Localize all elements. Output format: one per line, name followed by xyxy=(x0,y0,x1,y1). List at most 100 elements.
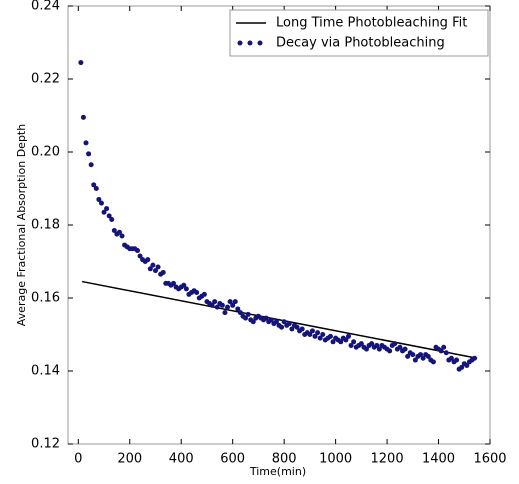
legend-label: Decay via Photobleaching xyxy=(276,36,445,51)
data-point xyxy=(194,290,200,296)
legend-dot xyxy=(237,40,243,46)
data-point xyxy=(430,359,436,365)
data-point xyxy=(351,339,357,345)
data-point xyxy=(369,341,375,347)
legend-box xyxy=(229,9,489,57)
data-point xyxy=(83,140,89,146)
data-point xyxy=(374,342,380,348)
y-tick-label: 0.24 xyxy=(31,0,60,14)
data-point xyxy=(459,364,465,370)
data-point xyxy=(93,186,99,191)
data-point xyxy=(363,346,369,352)
data-point xyxy=(237,310,243,316)
data-point xyxy=(212,299,218,305)
data-point xyxy=(299,326,305,332)
data-point xyxy=(152,268,158,274)
data-point xyxy=(109,217,115,223)
x-tick-label: 1600 xyxy=(473,452,506,467)
data-point xyxy=(345,333,351,339)
data-point xyxy=(147,266,153,272)
y-tick-label: 0.16 xyxy=(31,291,60,306)
data-point xyxy=(327,333,333,339)
data-point xyxy=(405,353,411,359)
data-point xyxy=(209,302,215,308)
x-tick-label: 200 xyxy=(117,452,142,467)
y-axis-label: Average Fractional Absorption Depth xyxy=(15,124,28,326)
data-point xyxy=(214,304,220,310)
data-point xyxy=(116,229,122,235)
data-point xyxy=(330,339,336,345)
data-point xyxy=(171,280,176,286)
data-point xyxy=(111,227,117,233)
data-point xyxy=(358,341,364,347)
data-point xyxy=(230,302,236,308)
x-tick-label: 1400 xyxy=(422,452,455,467)
data-point xyxy=(441,344,447,350)
data-point xyxy=(145,257,151,263)
data-point xyxy=(454,357,460,363)
data-point xyxy=(294,324,300,330)
data-point xyxy=(307,332,313,337)
data-point xyxy=(281,319,287,325)
data-point xyxy=(104,206,110,212)
data-point xyxy=(402,346,408,352)
data-point xyxy=(222,310,228,316)
data-point xyxy=(376,346,382,352)
data-point xyxy=(438,348,444,354)
data-point xyxy=(91,182,97,188)
data-point xyxy=(181,282,187,288)
data-point xyxy=(348,342,354,348)
legend-dot xyxy=(257,40,263,46)
data-point xyxy=(464,363,470,369)
data-point xyxy=(119,233,125,239)
data-point xyxy=(225,304,231,310)
data-point xyxy=(232,299,238,305)
x-axis-label: Time(min) xyxy=(249,465,306,478)
data-point xyxy=(235,306,241,312)
y-tick-label: 0.12 xyxy=(31,437,60,452)
data-point xyxy=(279,324,285,330)
data-point xyxy=(106,213,112,219)
data-point xyxy=(315,330,321,336)
data-point xyxy=(101,209,107,215)
data-point xyxy=(286,321,292,327)
data-point xyxy=(338,339,344,345)
data-point xyxy=(263,315,269,321)
data-point xyxy=(150,262,156,268)
y-tick-label: 0.20 xyxy=(31,145,60,160)
x-tick-label: 0 xyxy=(74,452,82,467)
data-point xyxy=(425,353,431,359)
data-point xyxy=(134,248,140,254)
x-tick-label: 600 xyxy=(220,452,245,467)
data-point xyxy=(96,196,102,202)
y-tick-label: 0.22 xyxy=(31,72,60,87)
data-point xyxy=(78,60,84,66)
data-point xyxy=(219,302,225,308)
data-point xyxy=(289,326,295,332)
data-point xyxy=(448,355,454,361)
data-point xyxy=(343,337,349,343)
data-point xyxy=(410,352,416,358)
data-point xyxy=(243,315,249,321)
data-point xyxy=(268,317,274,323)
data-point xyxy=(418,352,424,358)
data-point xyxy=(472,355,478,361)
data-point xyxy=(201,291,207,297)
legend-label: Long Time Photobleaching Fit xyxy=(276,16,467,31)
x-tick-label: 1200 xyxy=(371,452,404,467)
data-point xyxy=(227,299,233,305)
y-tick-label: 0.14 xyxy=(31,364,60,379)
data-point xyxy=(160,269,166,275)
legend-dot xyxy=(247,40,253,46)
data-point xyxy=(317,335,323,341)
data-point xyxy=(443,350,449,356)
fit-line xyxy=(82,280,478,359)
data-point xyxy=(397,344,403,350)
data-point xyxy=(86,151,92,157)
data-point xyxy=(183,286,189,292)
x-tick-label: 800 xyxy=(272,452,297,467)
data-point xyxy=(273,319,279,325)
data-point xyxy=(420,355,426,361)
data-point xyxy=(412,357,418,363)
